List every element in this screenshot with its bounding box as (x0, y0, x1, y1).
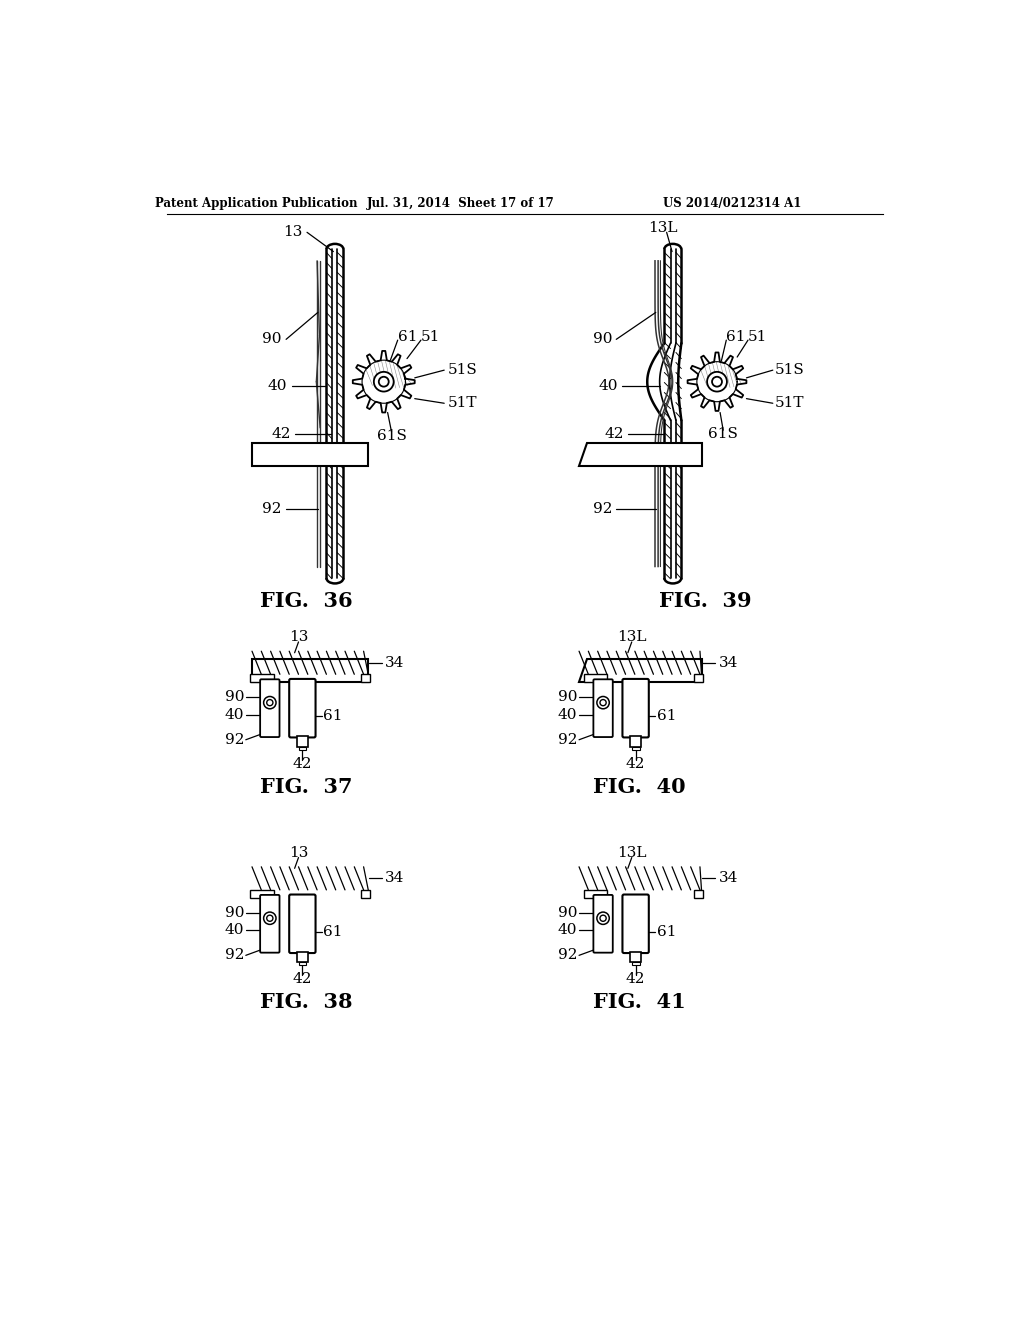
Text: 51S: 51S (447, 363, 477, 378)
Bar (299, 747, 306, 750)
Bar (630, 952, 641, 962)
Text: FIG.  41: FIG. 41 (593, 993, 686, 1012)
Text: 51: 51 (421, 330, 440, 345)
Bar (584, 675, 607, 682)
Bar (584, 890, 607, 898)
Bar (297, 952, 308, 962)
Bar (251, 675, 273, 682)
Text: 51S: 51S (775, 363, 805, 378)
Text: 61: 61 (656, 709, 676, 723)
Polygon shape (362, 360, 406, 403)
Text: 90: 90 (558, 906, 578, 920)
Text: 61: 61 (726, 330, 745, 345)
Text: 40: 40 (224, 924, 245, 937)
Bar (630, 737, 641, 747)
Circle shape (266, 915, 273, 921)
Text: 42: 42 (626, 756, 645, 771)
FancyBboxPatch shape (260, 680, 280, 737)
Bar (297, 737, 308, 747)
Circle shape (712, 376, 722, 387)
Bar (632, 747, 640, 750)
Text: FIG.  38: FIG. 38 (260, 993, 352, 1012)
Text: 92: 92 (262, 502, 282, 516)
Text: 42: 42 (626, 973, 645, 986)
Bar (360, 675, 370, 682)
Text: 61S: 61S (377, 429, 407, 442)
Circle shape (708, 372, 727, 392)
Circle shape (374, 372, 393, 392)
Text: 90: 90 (558, 690, 578, 704)
Text: 61: 61 (324, 709, 343, 723)
Polygon shape (697, 362, 737, 401)
Text: Jul. 31, 2014  Sheet 17 of 17: Jul. 31, 2014 Sheet 17 of 17 (368, 197, 555, 210)
Text: 51T: 51T (775, 396, 805, 411)
Text: 34: 34 (385, 871, 404, 886)
Text: 40: 40 (558, 708, 578, 722)
Text: 92: 92 (224, 733, 245, 747)
Text: 90: 90 (224, 906, 245, 920)
Text: Patent Application Publication: Patent Application Publication (155, 197, 357, 210)
Text: 90: 90 (224, 690, 245, 704)
Bar (251, 890, 273, 898)
Text: 13L: 13L (617, 631, 646, 644)
Text: 42: 42 (293, 973, 312, 986)
Circle shape (597, 697, 609, 709)
Text: 51T: 51T (447, 396, 477, 411)
Text: 13L: 13L (648, 220, 678, 235)
Circle shape (263, 912, 276, 924)
Text: 34: 34 (719, 656, 738, 669)
FancyBboxPatch shape (593, 680, 612, 737)
FancyBboxPatch shape (623, 678, 649, 738)
Polygon shape (579, 659, 701, 682)
Circle shape (266, 700, 273, 706)
Text: 61: 61 (324, 925, 343, 939)
Bar (693, 675, 703, 682)
FancyBboxPatch shape (260, 895, 280, 953)
Circle shape (600, 915, 606, 921)
Text: 34: 34 (385, 656, 404, 669)
Text: 42: 42 (604, 428, 624, 441)
Text: 13: 13 (289, 846, 308, 859)
Text: 40: 40 (224, 708, 245, 722)
Text: FIG.  36: FIG. 36 (260, 591, 352, 611)
Circle shape (600, 700, 606, 706)
Bar (632, 962, 640, 965)
Text: FIG.  39: FIG. 39 (659, 591, 752, 611)
Text: US 2014/0212314 A1: US 2014/0212314 A1 (664, 197, 802, 210)
Text: 61: 61 (656, 925, 676, 939)
Text: 42: 42 (271, 428, 291, 441)
Text: FIG.  37: FIG. 37 (260, 776, 352, 797)
Polygon shape (252, 444, 369, 466)
Text: 92: 92 (558, 948, 578, 962)
Text: 61S: 61S (709, 428, 738, 441)
Text: 34: 34 (719, 871, 738, 886)
Text: 40: 40 (267, 379, 287, 392)
Text: 90: 90 (262, 333, 282, 346)
Text: 13: 13 (289, 631, 308, 644)
FancyBboxPatch shape (289, 678, 315, 738)
Text: FIG.  40: FIG. 40 (593, 776, 686, 797)
Text: 90: 90 (593, 333, 612, 346)
Text: 40: 40 (598, 379, 617, 392)
FancyBboxPatch shape (289, 895, 315, 953)
Text: 40: 40 (558, 924, 578, 937)
Text: 13: 13 (283, 226, 302, 239)
Bar (360, 890, 370, 898)
Text: 13L: 13L (617, 846, 646, 859)
Text: 92: 92 (224, 948, 245, 962)
Circle shape (263, 697, 276, 709)
Polygon shape (252, 659, 369, 682)
Text: 42: 42 (293, 756, 312, 771)
Bar (299, 962, 306, 965)
Text: 92: 92 (558, 733, 578, 747)
Polygon shape (579, 444, 701, 466)
Circle shape (379, 376, 389, 387)
Text: 92: 92 (593, 502, 612, 516)
Text: 51: 51 (748, 330, 767, 345)
Circle shape (597, 912, 609, 924)
Bar (693, 890, 703, 898)
Text: 61: 61 (397, 330, 417, 345)
FancyBboxPatch shape (623, 895, 649, 953)
FancyBboxPatch shape (593, 895, 612, 953)
